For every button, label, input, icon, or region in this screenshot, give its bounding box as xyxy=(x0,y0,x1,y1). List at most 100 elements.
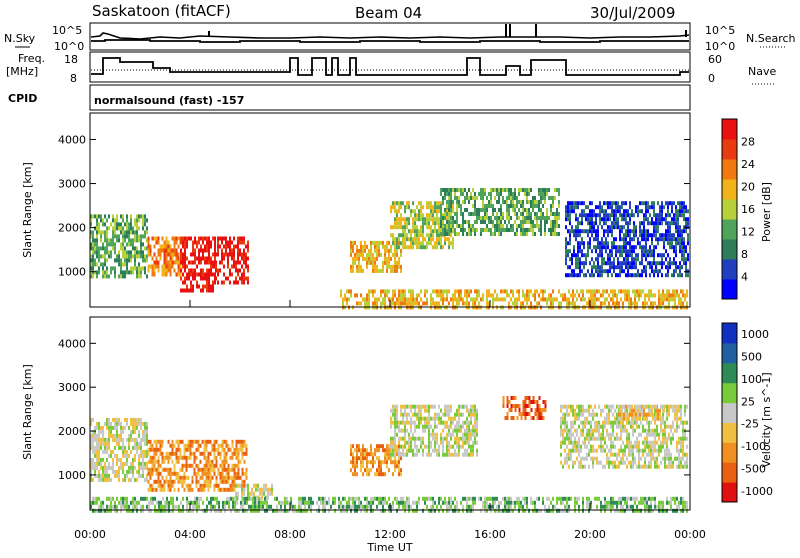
heatmap-cell xyxy=(560,433,562,437)
heatmap-cell xyxy=(138,234,140,238)
heatmap-cell xyxy=(180,249,182,253)
heatmap-cell xyxy=(560,405,562,409)
heatmap-cell xyxy=(146,434,148,438)
heatmap-cell xyxy=(120,230,122,234)
heatmap-cell xyxy=(404,297,406,301)
heatmap-cell xyxy=(450,228,452,232)
heatmap-cell xyxy=(234,488,236,492)
heatmap-cell xyxy=(655,217,657,221)
heatmap-cell xyxy=(110,242,112,246)
heatmap-cell xyxy=(625,241,627,245)
heatmap-cell xyxy=(162,237,164,241)
heatmap-cell xyxy=(412,301,414,305)
heatmap-cell xyxy=(633,249,635,253)
heatmap-cell xyxy=(426,297,428,301)
heatmap-cell xyxy=(531,400,533,404)
heatmap-cell xyxy=(614,301,616,305)
heatmap-cell xyxy=(216,484,218,488)
heatmap-cell xyxy=(221,249,223,253)
heatmap-cell xyxy=(378,245,380,249)
heatmap-cell xyxy=(394,413,396,417)
heatmap-cell xyxy=(661,209,663,213)
heatmap-cell xyxy=(130,450,132,454)
heatmap-cell xyxy=(508,192,510,196)
heatmap-cell xyxy=(186,241,188,245)
heatmap-cell xyxy=(540,212,542,216)
heatmap-cell xyxy=(434,449,436,453)
heatmap-cell xyxy=(616,293,618,297)
heatmap-cell xyxy=(214,472,216,476)
heatmap-cell xyxy=(216,448,218,452)
heatmap-cell xyxy=(586,453,588,457)
heatmap-cell xyxy=(603,209,605,213)
heatmap-cell xyxy=(482,188,484,192)
heatmap-cell xyxy=(112,426,114,430)
heatmap-cell xyxy=(194,468,196,472)
heatmap-cell xyxy=(618,421,620,425)
heatmap-cell xyxy=(646,441,648,445)
heatmap-cell xyxy=(350,253,352,257)
heatmap-cell xyxy=(498,232,500,236)
heatmap-cell xyxy=(350,265,352,269)
heatmap-cell xyxy=(567,209,569,213)
heatmap-cell xyxy=(208,253,210,257)
heatmap-cell xyxy=(194,257,196,261)
heatmap-cell xyxy=(531,416,533,420)
heatmap-cell xyxy=(637,269,639,273)
heatmap-cell xyxy=(474,204,476,208)
heatmap-cell xyxy=(606,297,608,301)
heatmap-cell xyxy=(641,233,643,237)
heatmap-cell xyxy=(412,201,414,205)
freq-panel: Freq. [MHz] 18 8 60 0 Nave xyxy=(6,52,776,85)
heatmap-cell xyxy=(460,445,462,449)
heatmap-cell xyxy=(138,454,140,458)
heatmap-cell xyxy=(602,421,604,425)
heatmap-cell xyxy=(502,196,504,200)
heatmap-cell xyxy=(565,241,567,245)
heatmap-cell xyxy=(468,196,470,200)
heatmap-cell xyxy=(634,429,636,433)
heatmap-cell xyxy=(136,426,138,430)
heatmap-cell xyxy=(356,460,358,464)
heatmap-cell xyxy=(438,201,440,205)
heatmap-cell xyxy=(400,456,402,460)
heatmap-cell xyxy=(623,225,625,229)
heatmap-cell xyxy=(128,242,130,246)
heatmap-cell xyxy=(176,440,178,444)
heatmap-cell xyxy=(514,232,516,236)
heatmap-cell xyxy=(537,404,539,408)
heatmap-cell xyxy=(560,461,562,465)
heatmap-cell xyxy=(444,413,446,417)
heatmap-cell xyxy=(182,484,184,488)
heatmap-cell xyxy=(233,253,235,257)
heatmap-cell xyxy=(215,253,217,257)
heatmap-cell xyxy=(414,217,416,221)
heatmap-cell xyxy=(496,192,498,196)
heatmap-cell xyxy=(436,453,438,457)
heatmap-cell xyxy=(122,430,124,434)
heatmap-cell xyxy=(434,209,436,213)
heatmap-cell xyxy=(144,438,146,442)
heatmap-cell xyxy=(664,457,666,461)
heatmap-cell xyxy=(642,441,644,445)
heatmap-cell xyxy=(578,405,580,409)
heatmap-cell xyxy=(585,257,587,261)
heatmap-cell xyxy=(466,441,468,445)
heatmap-cell xyxy=(198,444,200,448)
heatmap-cell xyxy=(668,405,670,409)
heatmap-cell xyxy=(586,433,588,437)
heatmap-cell xyxy=(456,429,458,433)
heatmap-cell xyxy=(615,221,617,225)
heatmap-cell xyxy=(448,224,450,228)
heatmap-cell xyxy=(682,441,684,445)
heatmap-cell xyxy=(458,417,460,421)
heatmap-cell xyxy=(126,234,128,238)
heatmap-cell xyxy=(671,209,673,213)
heatmap-cell xyxy=(108,478,110,482)
heatmap-cell xyxy=(186,468,188,472)
heatmap-cell xyxy=(92,450,94,454)
heatmap-cell xyxy=(570,421,572,425)
heatmap-cell xyxy=(190,452,192,456)
